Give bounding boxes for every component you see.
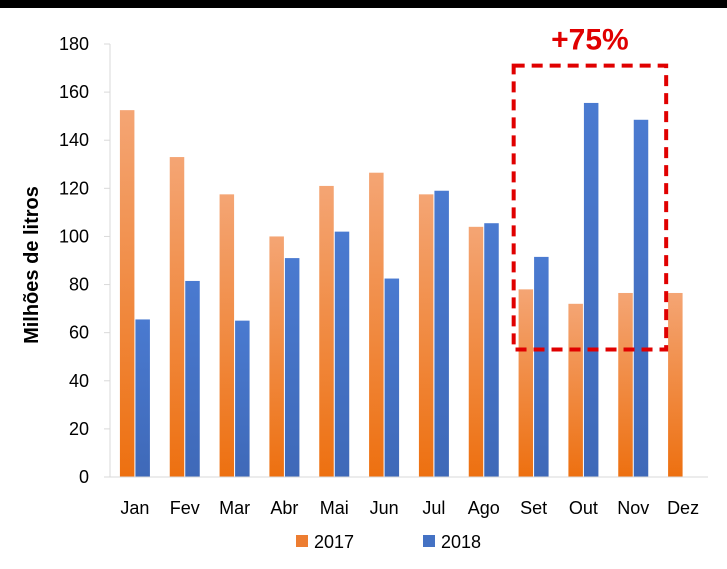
- top-border-bar: [0, 0, 727, 8]
- bar-2017-mar: [219, 194, 235, 477]
- legend-swatch-2018: [423, 535, 435, 547]
- x-tick-label: Mai: [320, 498, 349, 518]
- bar-2017-out: [568, 303, 583, 477]
- bar-2018-out: [583, 102, 599, 478]
- bar-2018-abr: [284, 258, 300, 477]
- legend: 2017 2018: [296, 532, 481, 552]
- highlight-box: [511, 63, 669, 352]
- bar-2017-jul: [418, 194, 434, 477]
- bar-2018-set: [534, 256, 549, 477]
- legend-swatch-2017: [296, 535, 308, 547]
- bar-2017-jan: [119, 110, 135, 478]
- y-tick-label: 60: [69, 323, 89, 343]
- annotation-label: +75%: [551, 24, 629, 57]
- x-tick-label: Out: [569, 498, 598, 518]
- bar-2018-mai: [334, 231, 350, 477]
- y-tick-label: 180: [59, 34, 89, 54]
- bar-2017-ago: [468, 226, 484, 477]
- y-tick-label: 0: [79, 467, 89, 487]
- bar-2017-mai: [319, 185, 334, 477]
- y-tick-label: 20: [69, 419, 89, 439]
- bar-2018-mar: [235, 320, 250, 477]
- x-tick-label: Jan: [120, 498, 149, 518]
- x-tick-label: Jul: [422, 498, 445, 518]
- y-tick-label: 100: [59, 226, 89, 246]
- annotation-group: +75%: [511, 24, 669, 352]
- bar-2018-jan: [135, 319, 150, 477]
- bar-2017-nov: [618, 292, 633, 477]
- y-tick-label: 140: [59, 130, 89, 150]
- x-tick-label: Fev: [170, 498, 200, 518]
- bar-2018-fev: [185, 280, 200, 477]
- y-tick-label: 160: [59, 82, 89, 102]
- bar-2017-jun: [369, 172, 384, 478]
- y-tick-label: 120: [59, 178, 89, 198]
- bar-2018-ago: [484, 223, 499, 477]
- bars-group: [119, 102, 683, 478]
- bar-2017-set: [518, 289, 534, 477]
- bar-2018-jun: [384, 278, 400, 477]
- legend-label: 2017: [314, 532, 354, 552]
- y-axis: 0 20 40 60 80 100 120 140 160 180: [59, 34, 111, 487]
- bar-2018-jul: [434, 190, 449, 477]
- y-axis-title: Milhões de litros: [21, 186, 43, 344]
- x-tick-label: Nov: [617, 498, 649, 518]
- x-tick-label: Mar: [219, 498, 250, 518]
- bar-2017-fev: [169, 157, 185, 478]
- bar-2017-abr: [269, 236, 284, 477]
- bar-2017-dez: [668, 292, 683, 477]
- x-tick-label: Ago: [468, 498, 500, 518]
- x-axis: Jan Fev Mar Abr Mai Jun Jul Ago Set Out Nov Dez: [110, 476, 708, 518]
- y-tick-label: 80: [69, 275, 89, 295]
- x-tick-label: Abr: [270, 498, 298, 518]
- bar-2018-nov: [633, 119, 649, 478]
- x-tick-label: Dez: [667, 498, 699, 518]
- legend-label: 2018: [441, 532, 481, 552]
- x-tick-label: Set: [520, 498, 547, 518]
- y-tick-label: 40: [69, 371, 89, 391]
- x-tick-label: Jun: [370, 498, 399, 518]
